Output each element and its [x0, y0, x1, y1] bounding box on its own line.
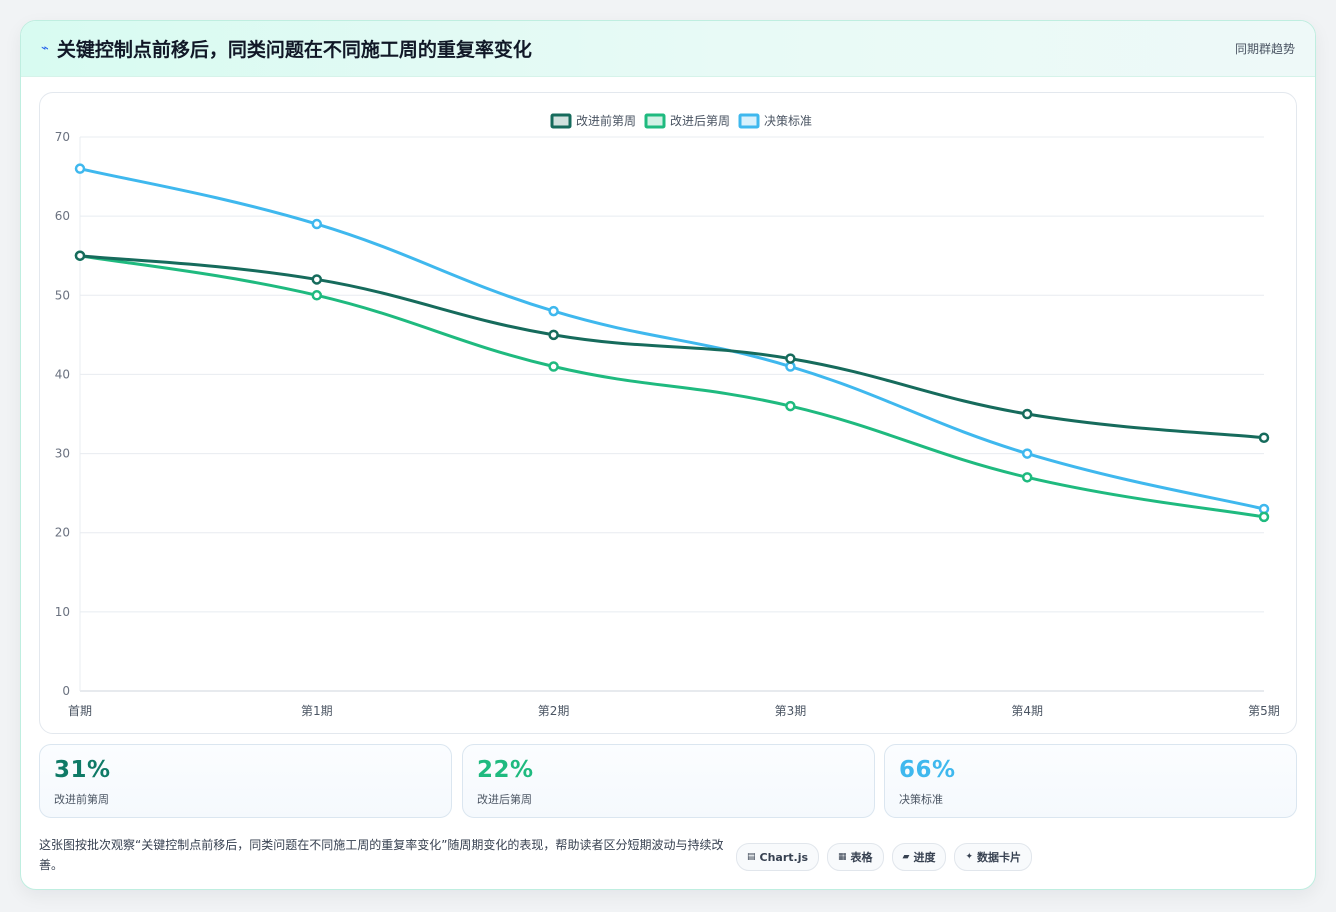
chip-label: 进度	[913, 851, 936, 864]
title-wrap: ⌁ 关键控制点前移后，同类问题在不同施工周的重复率变化	[41, 35, 532, 62]
x-tick-label: 第1期	[301, 704, 333, 718]
y-tick-label: 20	[55, 526, 70, 540]
data-point	[311, 274, 323, 285]
y-tick-label: 10	[55, 605, 70, 619]
stat-label-standard: 决策标准	[899, 793, 943, 806]
stat-card-after: 22% 改进后第周	[462, 744, 875, 818]
x-tick-label: 第3期	[775, 704, 807, 718]
stat-label-before: 改进前第周	[54, 793, 109, 806]
legend-swatch	[550, 113, 572, 129]
stat-value-standard: 66%	[899, 757, 956, 783]
progress-icon: ▰	[902, 852, 910, 862]
series-line	[78, 254, 1266, 519]
data-point	[785, 353, 796, 364]
line-chart: 0 10 20 30 40 50 60 70 首期 第1期 第2期 第3期 第4期 第5期 改进前第周 改进后…	[55, 113, 1280, 718]
data-point	[74, 163, 86, 174]
footer: 这张图按批次观察“关键控制点前移后，同类问题在不同施工周的重复率变化”随周期变化…	[39, 833, 1297, 877]
data-point	[311, 290, 323, 301]
chip-label: 数据卡片	[977, 851, 1022, 864]
stat-label-after: 改进后第周	[477, 793, 532, 806]
y-tick-label: 0	[62, 684, 70, 698]
x-tick-label: 第2期	[538, 704, 570, 718]
y-tick-label: 40	[55, 367, 70, 381]
data-point	[1021, 448, 1033, 459]
card-header: ⌁ 关键控制点前移后，同类问题在不同施工周的重复率变化 同期群趋势	[21, 21, 1315, 77]
chip-table[interactable]: ▦ 表格	[827, 843, 884, 871]
legend-label: 改进后第周	[670, 114, 730, 128]
card-title: 关键控制点前移后，同类问题在不同施工周的重复率变化	[56, 39, 532, 61]
data-point	[311, 218, 323, 230]
stat-value-before: 31%	[54, 757, 111, 783]
y-tick-label: 70	[55, 130, 70, 144]
x-tick-label: 第4期	[1011, 704, 1043, 718]
legend-label: 决策标准	[764, 114, 812, 128]
chip-label: 表格	[850, 851, 873, 864]
chip-progress[interactable]: ▰ 进度	[891, 843, 947, 871]
data-point	[1258, 432, 1270, 443]
data-point	[74, 250, 86, 261]
series-line	[78, 254, 1266, 440]
x-tick-label: 第5期	[1248, 704, 1280, 718]
chart-card: ⌁ 关键控制点前移后，同类问题在不同施工周的重复率变化 同期群趋势 0 10 20 3…	[20, 20, 1316, 890]
data-point	[785, 400, 796, 412]
y-tick-label: 30	[55, 447, 70, 461]
data-point	[548, 305, 559, 317]
chart-icon: ▤	[747, 852, 756, 862]
x-tick-label: 首期	[68, 704, 92, 718]
footer-description: 这张图按批次观察“关键控制点前移后，同类问题在不同施工周的重复率变化”随周期变化…	[39, 838, 724, 872]
chip-datacard[interactable]: ✦ 数据卡片	[954, 843, 1033, 871]
stat-value-after: 22%	[477, 757, 534, 783]
data-point	[1021, 408, 1033, 420]
data-point	[548, 329, 559, 341]
chart-panel: 0 10 20 30 40 50 60 70 首期 第1期 第2期 第3期 第4期 第5期 改进前第周 改进后…	[39, 92, 1297, 734]
series-line	[78, 167, 1266, 511]
stat-row: 31% 改进前第周 22% 改进后第周 66% 决策标准	[39, 744, 1297, 818]
data-point	[1021, 472, 1033, 483]
legend-swatch	[738, 113, 760, 129]
table-icon: ▦	[838, 852, 847, 862]
legend-label: 改进前第周	[576, 113, 636, 128]
stat-card-standard: 66% 决策标准	[884, 744, 1297, 818]
header-badge: 同期群趋势	[1234, 42, 1295, 56]
bolt-icon: ⌁	[41, 41, 49, 56]
sparkle-icon: ✦	[965, 852, 974, 862]
chip-label: Chart.js	[759, 850, 809, 864]
chip-chartjs[interactable]: ▤ Chart.js	[736, 843, 820, 871]
data-point	[1258, 511, 1270, 523]
data-point	[548, 361, 559, 372]
y-tick-label: 50	[55, 288, 70, 302]
y-tick-label: 60	[55, 209, 70, 223]
chip-row: ▤ Chart.js ▦ 表格 ▰ 进度 ✦ 数据卡片	[736, 843, 1033, 871]
stat-card-before: 31% 改进前第周	[39, 744, 452, 818]
legend-swatch	[644, 113, 666, 129]
